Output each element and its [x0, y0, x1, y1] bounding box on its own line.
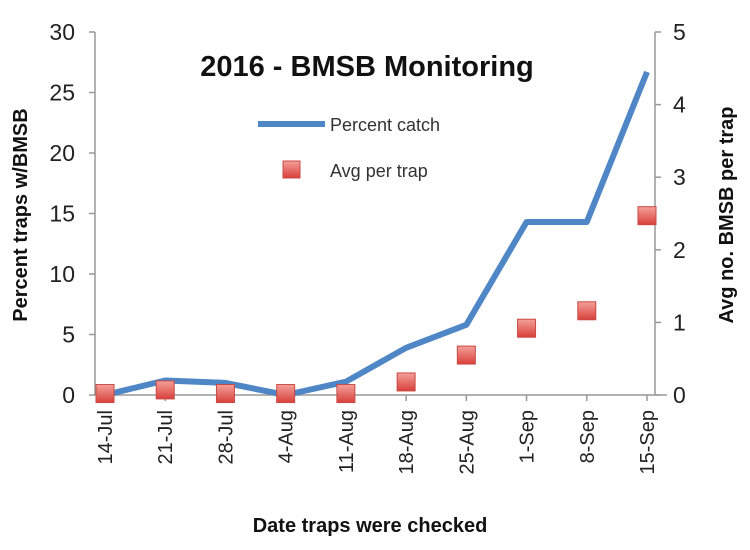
y-tick-label: 0 [62, 382, 75, 408]
avg-per-trap-point [396, 372, 416, 392]
axes: 0 5 10 15 20 25 30 0 1 2 3 4 5 14-Jul 21-Jul 28-Jul 4-Au… [49, 19, 686, 475]
marks [95, 70, 657, 404]
y2-tick-label: 1 [673, 309, 686, 335]
avg-per-trap-point [517, 318, 537, 338]
y2-tick-label: 2 [673, 237, 686, 263]
avg-per-trap-point [155, 380, 175, 400]
percent-catch-line [104, 70, 650, 398]
y2-tick-label: 5 [673, 19, 686, 45]
x-tick-label: 11-Aug [336, 410, 358, 473]
y-tick-label: 30 [49, 19, 75, 45]
y2-axis-label: Avg no. BMSB per trap [716, 106, 738, 323]
avg-per-trap-point [336, 384, 356, 404]
avg-per-trap-point [637, 206, 657, 226]
chart-title: 2016 - BMSB Monitoring [200, 51, 534, 83]
legend-label-percent-catch: Percent catch [330, 115, 440, 135]
avg-per-trap-point [215, 384, 235, 404]
y2-tick-label: 0 [673, 382, 686, 408]
x-tick-label: 14-Jul [95, 410, 117, 464]
avg-per-trap-point [276, 384, 296, 404]
legend: Percent catch Avg per trap [258, 115, 440, 181]
y-tick-label: 5 [62, 322, 75, 348]
y2-tick-label: 4 [673, 92, 686, 118]
y-tick-label: 25 [49, 80, 75, 106]
y-tick-label: 15 [49, 201, 75, 227]
x-tick-label: 18-Aug [396, 410, 418, 475]
legend-label-avg-per-trap: Avg per trap [330, 161, 428, 181]
avg-per-trap-point [456, 345, 476, 365]
avg-per-trap-point [95, 384, 115, 404]
x-tick-label: 8-Sep [577, 410, 599, 463]
y-tick-label: 20 [49, 140, 75, 166]
y-tick-label: 10 [49, 261, 75, 287]
x-tick-label: 25-Aug [456, 410, 478, 475]
x-axis-label: Date traps were checked [253, 515, 488, 537]
x-tick-label: 4-Aug [276, 410, 298, 463]
avg-per-trap-point [577, 301, 597, 321]
y-axis-label: Percent traps w/BMSB [10, 108, 32, 321]
y2-tick-label: 3 [673, 164, 686, 190]
legend-square-swatch [282, 160, 301, 179]
x-tick-label: 1-Sep [517, 410, 539, 463]
x-tick-label: 28-Jul [215, 410, 237, 464]
x-tick-label: 15-Sep [637, 410, 659, 475]
x-tick-label: 21-Jul [155, 410, 177, 464]
